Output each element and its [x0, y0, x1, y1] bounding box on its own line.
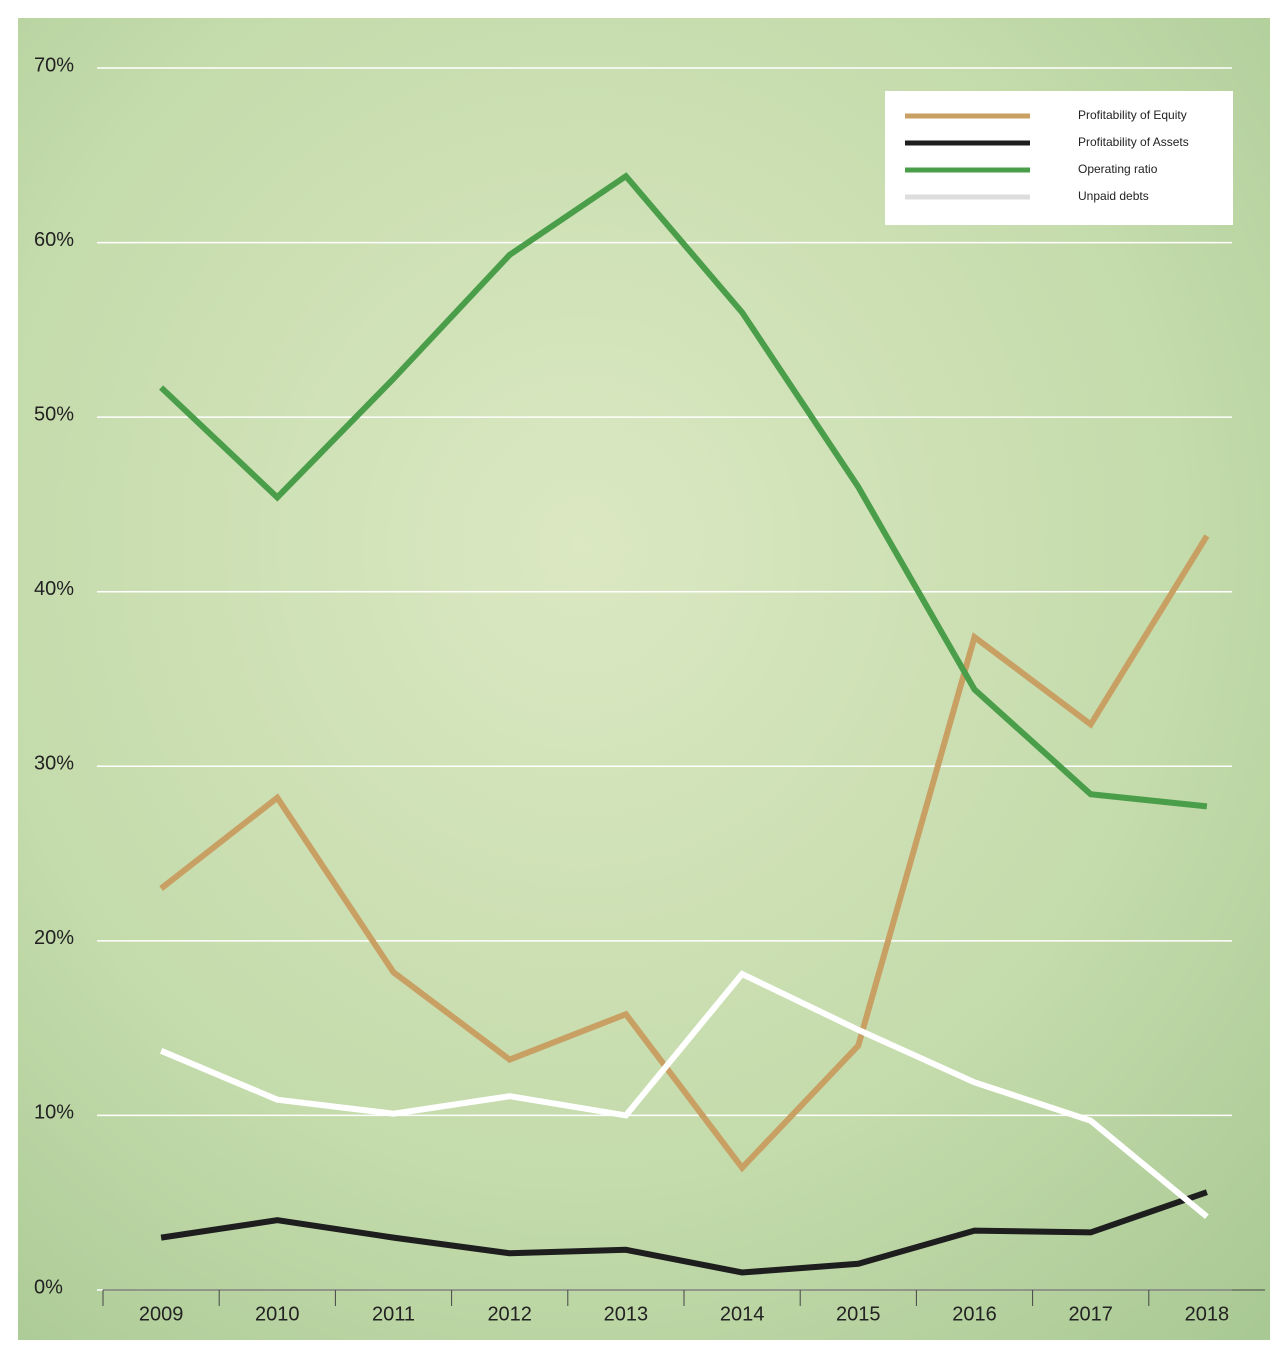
y-tick-label: 60%	[34, 229, 74, 251]
legend-label: Operating ratio	[1078, 162, 1158, 176]
x-tick-label: 2009	[139, 1303, 184, 1325]
series-line	[159, 534, 1210, 1173]
legend-label: Unpaid debts	[1078, 189, 1149, 203]
series-line	[159, 970, 1209, 1220]
y-tick-label: 0%	[34, 1276, 63, 1298]
plot-background	[18, 18, 1270, 1340]
legend-label: Profitability of Equity	[1078, 108, 1187, 122]
y-tick-label: 70%	[34, 54, 74, 76]
y-tick-label: 30%	[34, 753, 74, 775]
legend-label: Profitability of Assets	[1078, 135, 1189, 149]
x-tick-label: 2016	[952, 1303, 997, 1325]
y-tick-label: 40%	[34, 578, 74, 600]
x-tick-label: 2010	[255, 1303, 300, 1325]
y-tick-label: 20%	[34, 927, 74, 949]
legend-box	[885, 91, 1233, 225]
series-line	[160, 1189, 1208, 1276]
x-tick-label: 2012	[487, 1303, 532, 1325]
x-tick-label: 2011	[372, 1303, 415, 1325]
x-tick-label: 2018	[1185, 1303, 1230, 1325]
x-tick-label: 2014	[720, 1303, 765, 1325]
y-tick-label: 50%	[34, 403, 74, 425]
series-line	[159, 172, 1208, 810]
x-tick-label: 2017	[1068, 1303, 1113, 1325]
x-tick-label: 2015	[836, 1303, 881, 1325]
x-tick-label: 2013	[604, 1303, 649, 1325]
y-tick-label: 10%	[34, 1102, 74, 1124]
